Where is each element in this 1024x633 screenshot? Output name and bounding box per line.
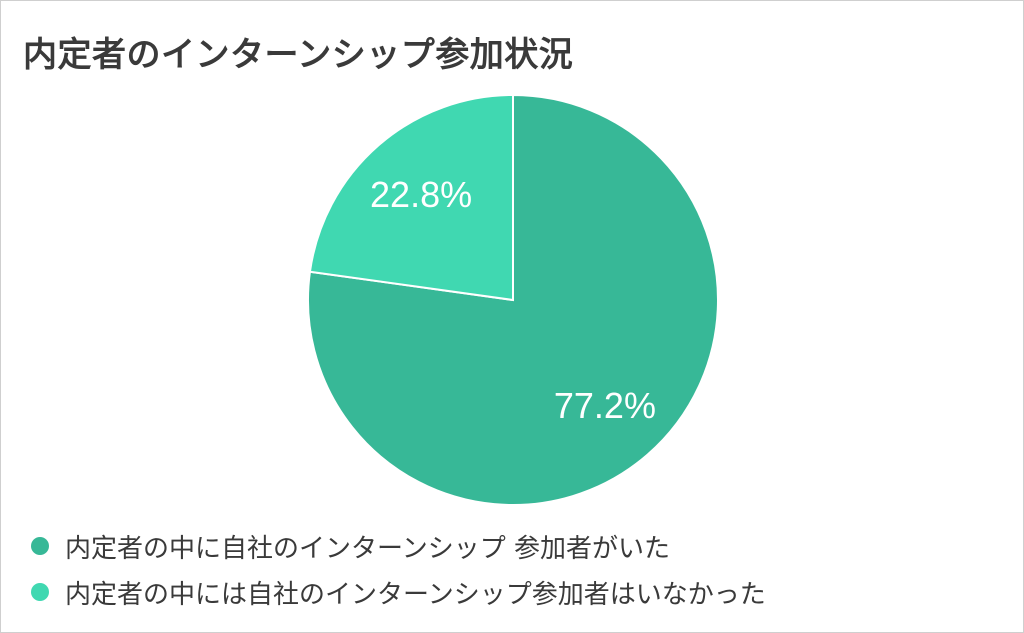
legend-item-not-participated: 内定者の中には自社のインターンシップ参加者はいなかった — [31, 569, 766, 615]
legend-item-participated: 内定者の中に自社のインターンシップ 参加者がいた — [31, 523, 766, 569]
legend-swatch-participated — [31, 537, 49, 555]
data-label-not-participated: 22.8% — [370, 174, 472, 215]
pie-slice-not-participated — [308, 93, 514, 302]
data-label-participated: 77.2% — [554, 385, 656, 426]
legend: 内定者の中に自社のインターンシップ 参加者がいた 内定者の中には自社のインターン… — [31, 523, 766, 615]
legend-swatch-not-participated — [31, 583, 49, 601]
chart-title: 内定者のインターンシップ参加状況 — [23, 35, 574, 75]
legend-label-not-participated: 内定者の中には自社のインターンシップ参加者はいなかった — [65, 579, 766, 610]
legend-label-participated: 内定者の中に自社のインターンシップ 参加者がいた — [65, 533, 670, 564]
